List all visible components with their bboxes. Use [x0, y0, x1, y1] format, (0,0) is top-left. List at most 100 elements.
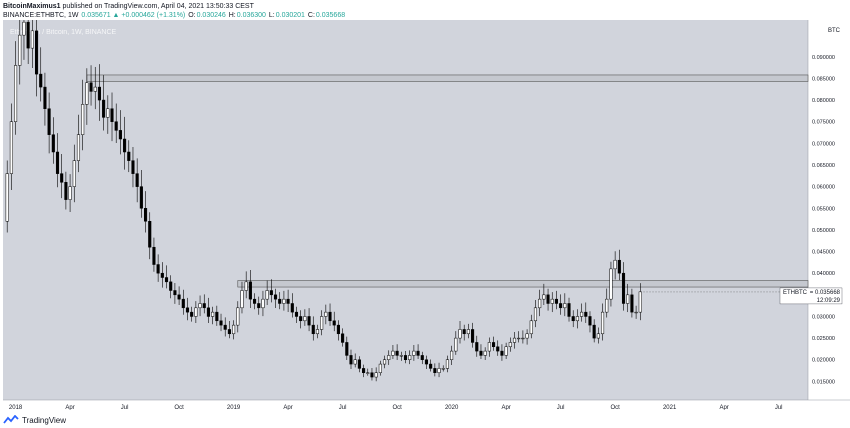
candle-body — [554, 298, 558, 304]
x-tick-label: Apr — [719, 405, 728, 410]
candle-body — [47, 108, 51, 135]
candle-body — [299, 316, 303, 322]
candle-body — [563, 303, 567, 309]
candle-body — [420, 355, 424, 360]
candle-body — [51, 134, 55, 153]
candle-body — [160, 272, 164, 278]
candle-body — [605, 298, 609, 313]
y-tick-label: 0.015000 — [812, 379, 835, 385]
candle-body — [366, 372, 370, 374]
high-value: 0.036300 — [236, 12, 266, 19]
y-tick-label: 0.090000 — [812, 55, 835, 61]
candle-body — [320, 316, 324, 330]
close-label: C: — [307, 12, 315, 19]
candle-body — [584, 311, 588, 317]
candle-body — [412, 350, 416, 356]
candle-body — [349, 355, 353, 365]
candle-body — [303, 316, 307, 322]
x-tick-label: Oct — [174, 405, 184, 410]
candle-body — [458, 329, 462, 339]
y-tick-label: 0.060000 — [812, 185, 835, 191]
zone-lower-resistance — [237, 280, 809, 288]
candle-body — [148, 221, 152, 248]
chart-area[interactable]: Ethereum / Bitcoin, 1W, BINANCE BTC 0.090… — [0, 1, 850, 411]
candle-body — [257, 303, 261, 309]
candle-body — [9, 121, 13, 174]
plot-background — [3, 20, 808, 400]
candle-body — [118, 130, 122, 140]
candle-body — [533, 307, 538, 322]
candle-body — [72, 160, 76, 187]
candle-body — [34, 30, 39, 75]
candle-body — [206, 307, 210, 317]
candle-body — [144, 208, 148, 222]
low-label: L: — [268, 12, 275, 19]
candle-body — [97, 86, 101, 101]
candle-body — [232, 324, 236, 335]
high-label: H: — [228, 12, 236, 19]
y-tick-label: 0.050000 — [812, 228, 835, 234]
candle-body — [211, 311, 215, 317]
candle-body — [336, 324, 340, 335]
candle-body — [60, 173, 64, 183]
candle-body — [135, 173, 139, 187]
candle-body — [450, 350, 454, 360]
candle-body — [76, 134, 81, 161]
x-tick-label: Oct — [610, 405, 620, 410]
candle-body — [525, 333, 529, 339]
candle-body — [621, 272, 626, 304]
candle-body — [202, 303, 206, 309]
candle-body — [609, 268, 613, 300]
candlestick-chart[interactable]: Ethereum / Bitcoin, 1W, BINANCE BTC 0.090… — [0, 1, 850, 411]
y-tick-label: 0.040000 — [812, 271, 835, 277]
candle-body — [580, 311, 584, 317]
candle-body — [64, 182, 68, 200]
x-tick-label: Jul — [339, 405, 347, 410]
candle-body — [190, 311, 194, 317]
candle-body — [357, 359, 361, 369]
chart-header: BitcoinMaximus1 published on TradingView… — [3, 2, 346, 20]
candle-body — [332, 320, 336, 326]
x-tick-label: Jul — [121, 405, 129, 410]
x-tick-label: Apr — [283, 405, 292, 410]
low-value: 0.030201 — [275, 12, 305, 19]
candle-body — [387, 355, 391, 360]
candle-body — [278, 298, 282, 304]
candle-body — [424, 359, 429, 365]
candle-body — [496, 346, 500, 352]
candle-body — [454, 337, 458, 352]
candle-body — [487, 342, 491, 352]
candle-body — [110, 108, 114, 122]
candle-body — [546, 294, 550, 304]
x-tick-label: Jul — [557, 405, 565, 410]
candle-body — [198, 303, 202, 309]
candle-body — [169, 281, 173, 291]
candle-body — [85, 82, 89, 105]
currency-label: BTC — [828, 28, 841, 34]
y-tick-label: 0.085000 — [812, 76, 835, 82]
candle-body — [18, 34, 22, 66]
candle-body — [102, 99, 106, 118]
candle-body — [529, 320, 533, 335]
candle-body — [219, 320, 223, 326]
candle-body — [177, 294, 181, 300]
tradingview-footer[interactable]: TradingView — [3, 414, 66, 426]
candle-body — [290, 303, 294, 313]
author-name[interactable]: BitcoinMaximus1 — [3, 3, 61, 10]
last-price-tag — [779, 287, 843, 305]
candle-body — [504, 346, 508, 356]
candle-body — [81, 104, 85, 135]
candle-body — [571, 316, 575, 322]
y-tick-label: 0.055000 — [812, 206, 835, 212]
candle-body — [307, 316, 311, 326]
candle-body — [123, 138, 127, 153]
candle-body — [114, 121, 118, 131]
candle-body — [634, 311, 638, 314]
x-tick-label: 2020 — [445, 405, 459, 410]
candle-body — [617, 259, 621, 274]
candle-body — [391, 350, 395, 356]
candle-body — [227, 329, 231, 335]
candle-body — [265, 290, 269, 300]
candle-body — [462, 329, 466, 335]
candle-body — [630, 294, 634, 313]
